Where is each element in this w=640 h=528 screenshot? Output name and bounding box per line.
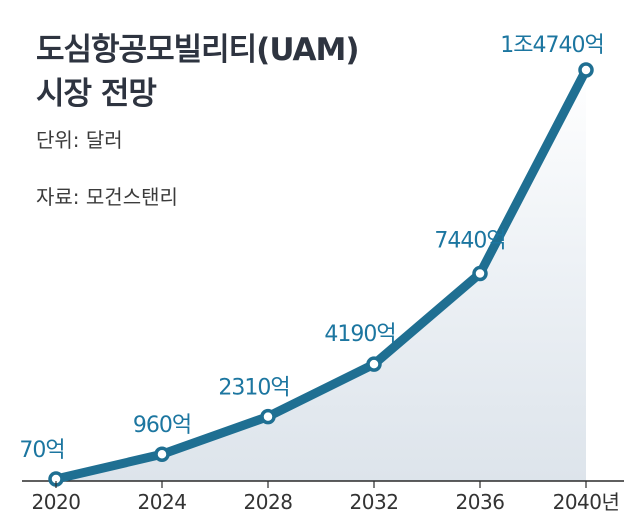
data-label: 2310억 (218, 376, 289, 401)
data-point (578, 62, 594, 78)
chart-title-line1: 도심항공모빌리티(UAM) (36, 32, 360, 68)
x-tick-label: 2024 (138, 490, 187, 514)
data-label: 4190억 (324, 322, 395, 347)
chart-title-line2: 시장 전망 (36, 76, 157, 112)
data-label: 1조4740억 (500, 33, 603, 58)
x-tick-label: 2028 (244, 490, 293, 514)
x-tick-label: 2040년 (553, 490, 620, 514)
data-point (260, 408, 276, 425)
x-tick-label: 2036 (456, 490, 505, 514)
chart-title: 도심항공모빌리티(UAM) 시장 전망 (36, 28, 416, 116)
x-tick-label: 2032 (350, 490, 399, 514)
source-label: 자료: 모건스탠리 (36, 185, 178, 209)
series-line (51, 65, 591, 484)
data-label: 7440억 (434, 229, 505, 254)
data-point (472, 265, 488, 282)
data-point (366, 356, 382, 372)
unit-label: 단위: 달러 (36, 128, 123, 152)
data-label: 960억 (133, 413, 191, 438)
x-tick-label: 2020 (32, 490, 81, 514)
area-fill (56, 70, 586, 481)
data-point (154, 446, 170, 462)
data-label: 70억 (19, 438, 64, 463)
